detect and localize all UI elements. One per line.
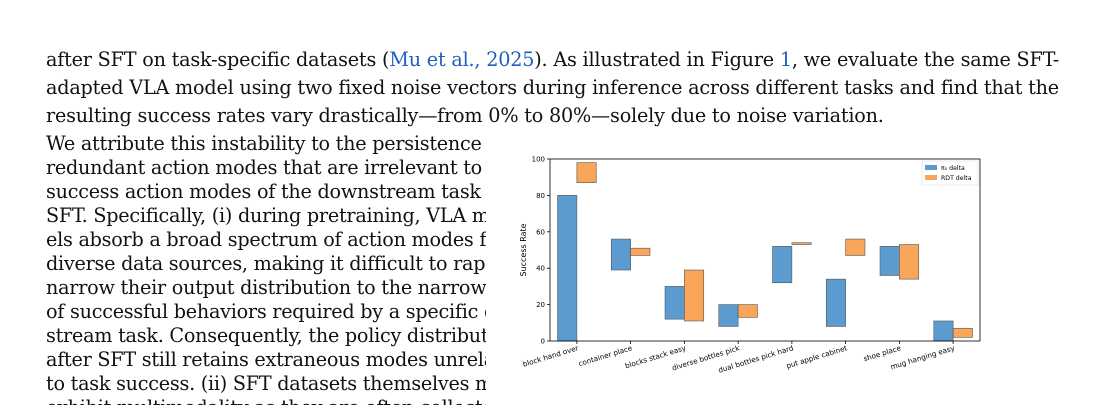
pi0-delta-bar [772, 246, 793, 284]
legend-entry: RDT delta [941, 175, 972, 182]
legend: π₀ delta RDT delta [921, 160, 979, 186]
x-tick-label: put apple cabinet [785, 343, 848, 370]
text-span: after SFT on task-specific datasets ( [46, 48, 390, 71]
pi0-delta-bar [610, 238, 631, 271]
left-line: els absorb a broad spectrum of action mo… [46, 228, 486, 251]
left-line: We attribute this instability to the per… [46, 132, 486, 155]
plot-frame [549, 158, 981, 342]
y-tick-label: 60 [536, 228, 545, 236]
left-line: success action modes of the downstream t… [46, 180, 486, 203]
citation-link[interactable]: Mu et al., 2025 [389, 48, 535, 71]
left-line: stream task. Consequently, the policy di… [46, 324, 486, 347]
text-span: , we evaluate the same SFT- [791, 48, 1060, 71]
bars [557, 162, 973, 344]
rdt-delta-bar [684, 269, 705, 322]
x-tick-label: block hand over [522, 343, 580, 369]
y-tick-label: 100 [532, 156, 545, 164]
rdt-delta-bar [630, 247, 651, 256]
pi0-delta-bar [825, 278, 846, 327]
rdt-delta-bar [737, 304, 758, 318]
left-line: of successful behaviors required by a sp… [46, 300, 486, 323]
y-axis-label: Success Rate [519, 223, 528, 276]
y-tick-label: 20 [536, 301, 545, 309]
text-span: ). As illustrated in Figure [534, 48, 780, 71]
y-tick-label: 0 [541, 338, 545, 346]
legend-swatch [925, 175, 937, 180]
left-line: to task success. (ii) SFT datasets thems… [46, 372, 486, 395]
y-axis-title-group: Success Rate [519, 223, 528, 276]
left-line: SFT. Specifically, (i) during pretrainin… [46, 204, 486, 227]
rdt-delta-bar [952, 327, 973, 338]
range-bar-chart: Success Rate 0 20 40 60 80 100 block hand ove… [519, 156, 981, 375]
rdt-delta-bar [576, 162, 597, 183]
top-line-3: resulting success rates vary drastically… [46, 104, 884, 127]
y-tick-label: 40 [536, 265, 545, 273]
top-paragraph: after SFT on task-specific datasets (Mu … [46, 46, 1060, 130]
figure: Success Rate 0 20 40 60 80 100 block hand ove… [510, 148, 1000, 398]
legend-swatch [925, 165, 937, 170]
left-paragraph: We attribute this instability to the per… [46, 132, 486, 405]
top-line-2: adapted VLA model using two fixed noise … [46, 76, 1059, 99]
left-line: after SFT still retains extraneous modes… [46, 348, 486, 371]
pi0-delta-bar [718, 304, 739, 327]
pi0-delta-bar [664, 286, 685, 320]
legend-entry: π₀ delta [941, 165, 965, 172]
top-line-1: after SFT on task-specific datasets (Mu … [46, 46, 1060, 74]
rdt-delta-bar [791, 242, 812, 245]
rdt-delta-bar [845, 238, 866, 256]
pi0-delta-bar [879, 246, 900, 276]
left-line: narrow their output distribution to the … [46, 276, 486, 299]
left-line: redundant action modes that are irreleva… [46, 156, 486, 179]
y-tick-label: 80 [536, 192, 545, 200]
figure-reference-link[interactable]: 1 [779, 48, 792, 71]
pi0-delta-bar [557, 195, 578, 342]
pi0-delta-bar [933, 320, 954, 342]
y-ticks: 0 20 40 60 80 100 [532, 156, 550, 346]
left-line: diverse data sources, making it difficul… [46, 252, 486, 275]
rdt-delta-bar [899, 244, 920, 280]
left-line: exhibit multimodality as they are often … [46, 396, 486, 405]
